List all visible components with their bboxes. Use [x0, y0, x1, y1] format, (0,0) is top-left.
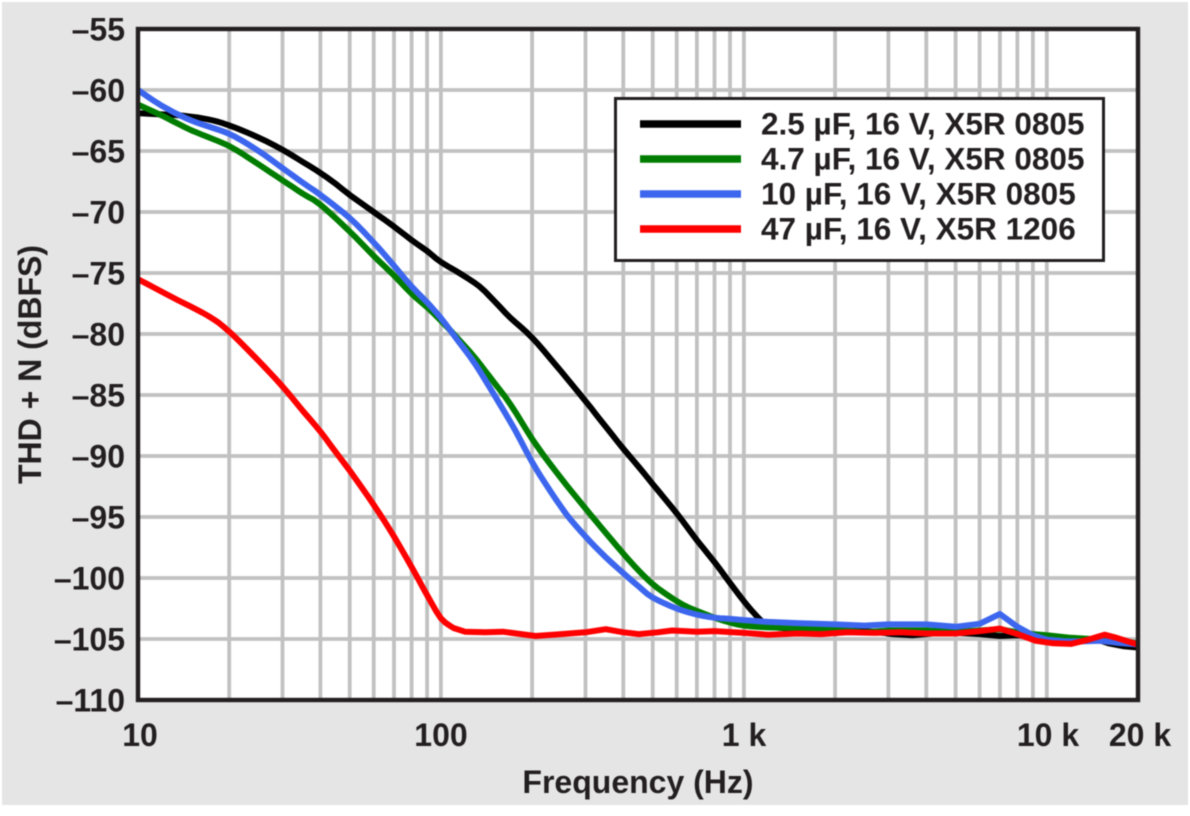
svg-text:10 k: 10 k	[1017, 717, 1079, 753]
svg-text:100: 100	[414, 717, 467, 753]
svg-text:2.5 µF, 16 V, X5R 0805: 2.5 µF, 16 V, X5R 0805	[761, 106, 1084, 142]
svg-text:Frequency (Hz): Frequency (Hz)	[522, 764, 753, 800]
svg-text:–80: –80	[72, 317, 125, 353]
svg-text:–65: –65	[72, 134, 125, 170]
svg-text:20 k: 20 k	[1109, 717, 1171, 753]
svg-text:–60: –60	[72, 73, 125, 109]
svg-text:–95: –95	[72, 500, 125, 536]
svg-text:–100: –100	[54, 561, 125, 597]
svg-text:THD + N (dBFS): THD + N (dBFS)	[12, 245, 48, 484]
svg-text:10: 10	[122, 717, 158, 753]
svg-text:–90: –90	[72, 439, 125, 475]
svg-text:1 k: 1 k	[722, 717, 767, 753]
svg-text:4.7 µF, 16 V, X5R 0805: 4.7 µF, 16 V, X5R 0805	[761, 141, 1084, 177]
svg-text:–110: –110	[56, 683, 125, 719]
svg-text:47 µF, 16 V, X5R 1206: 47 µF, 16 V, X5R 1206	[761, 211, 1076, 247]
svg-text:10 µF, 16 V, X5R 0805: 10 µF, 16 V, X5R 0805	[761, 176, 1076, 212]
svg-text:–75: –75	[72, 256, 125, 292]
svg-text:–70: –70	[72, 195, 125, 231]
svg-text:–55: –55	[72, 12, 125, 48]
svg-text:–105: –105	[54, 622, 125, 658]
svg-text:–85: –85	[72, 378, 125, 414]
